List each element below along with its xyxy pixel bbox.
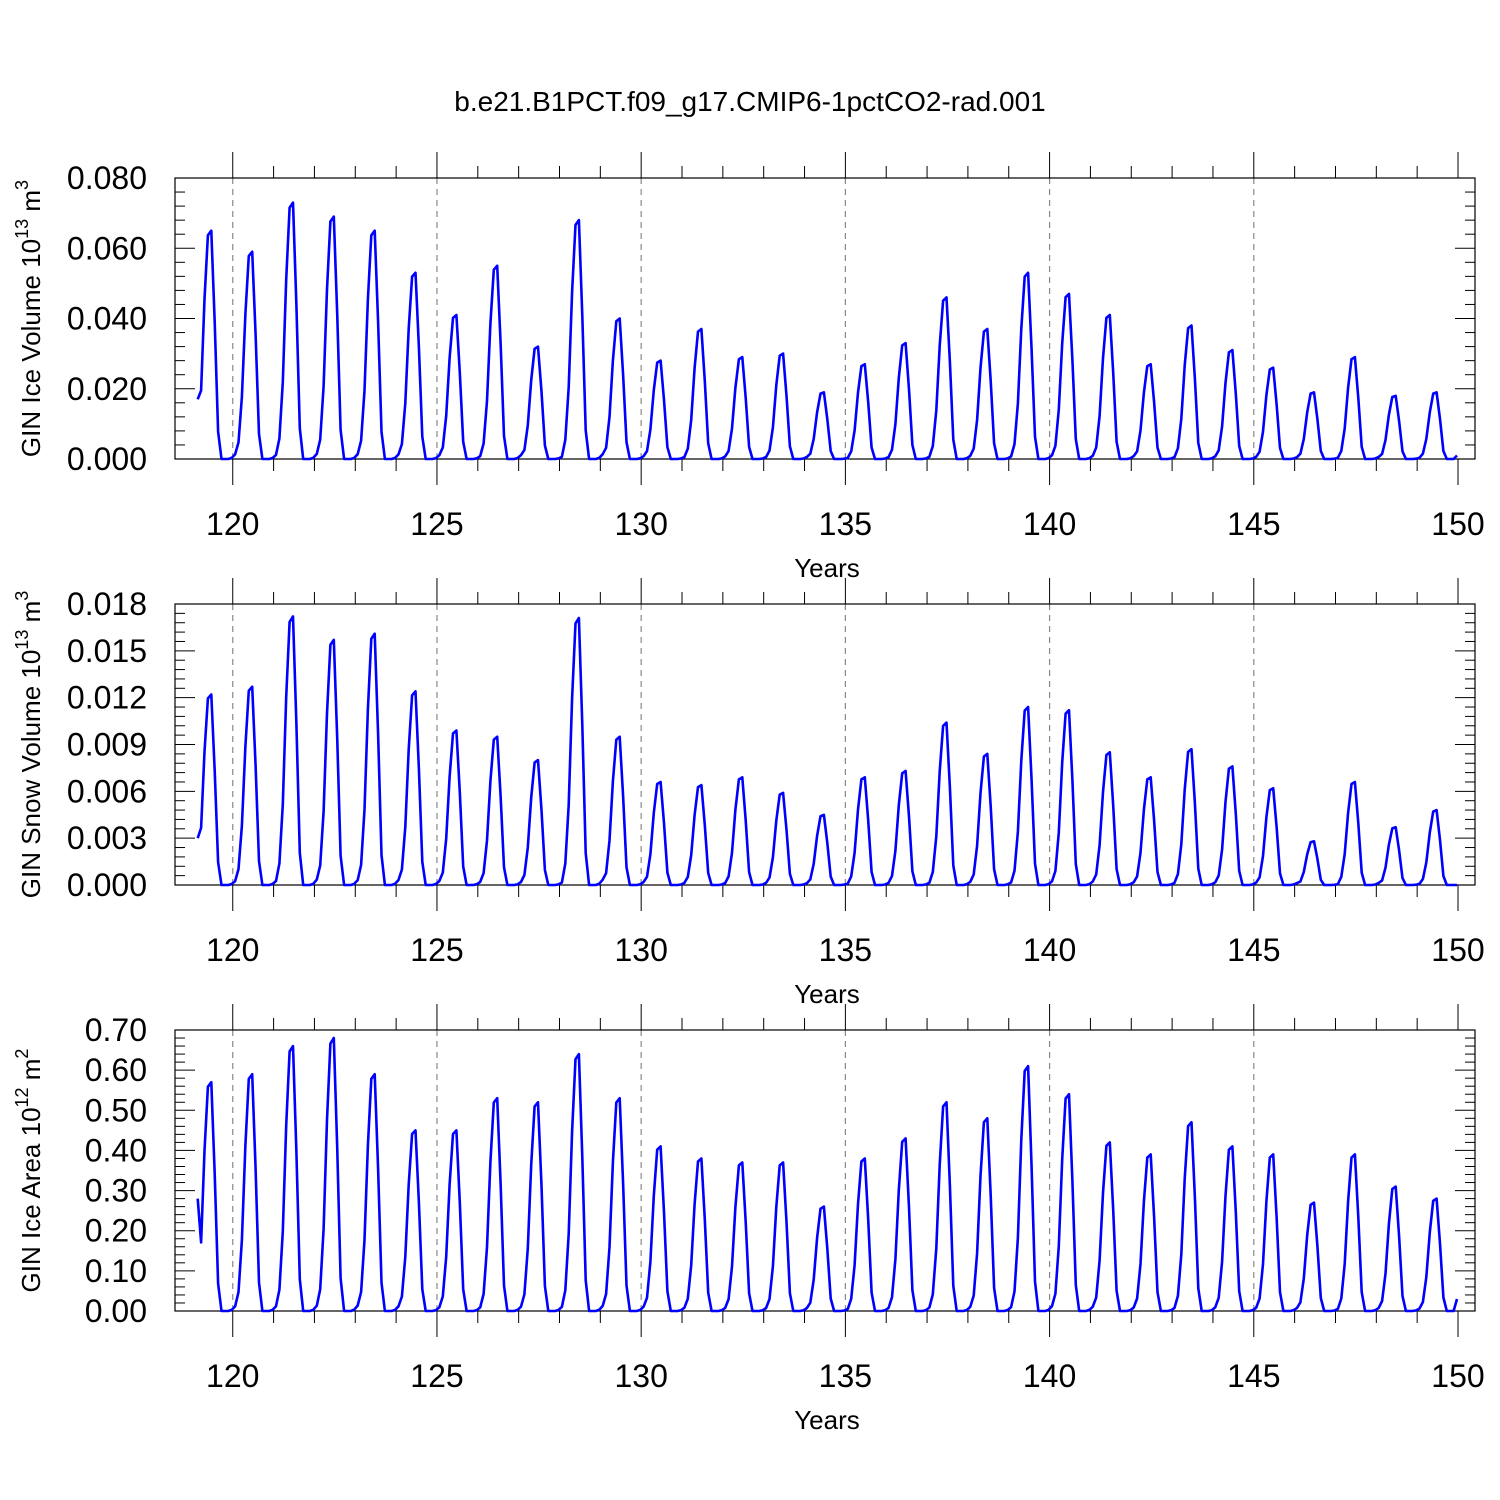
x-tick-label: 140 — [1023, 932, 1076, 968]
y-tick-label: 0.20 — [85, 1213, 147, 1249]
panel-2: 0.000 0.003 0.006 0.009 0.012 0.015 0.018 120 12… — [12, 578, 1485, 1009]
y-tick-label: 0.012 — [67, 680, 147, 716]
x-tick-label: 135 — [819, 932, 872, 968]
x-tick-label: 125 — [410, 932, 463, 968]
y-tick-label: 0.020 — [67, 371, 147, 407]
y-axis-title: GIN Ice Area 1012 m2 — [12, 1049, 46, 1293]
x-tick-label: 120 — [206, 1358, 259, 1394]
y-tick-label: 0.50 — [85, 1092, 147, 1128]
chart-title: b.e21.B1PCT.f09_g17.CMIP6-1pctCO2-rad.00… — [454, 86, 1046, 117]
x-tick-label: 140 — [1023, 506, 1076, 542]
y-tick-label: 0.040 — [67, 301, 147, 337]
x-axis-title: Years — [794, 1405, 860, 1435]
y-tick-label: 0.003 — [67, 820, 147, 856]
x-tick-label: 150 — [1431, 506, 1484, 542]
y-tick-label: 0.00 — [85, 1293, 147, 1329]
x-axis-title: Years — [794, 553, 860, 583]
y-tick-label: 0.015 — [67, 633, 147, 669]
x-tick-label: 145 — [1227, 506, 1280, 542]
plot-frame — [174, 1029, 1476, 1312]
y-tick-label: 0.000 — [67, 867, 147, 903]
y-tick-label: 0.060 — [67, 230, 147, 266]
x-tick-label: 130 — [614, 932, 667, 968]
y-tick-label: 0.70 — [85, 1012, 147, 1048]
y-tick-label: 0.000 — [67, 441, 147, 477]
x-tick-label: 135 — [819, 506, 872, 542]
plot-frame — [174, 177, 1476, 460]
y-tick-label: 0.006 — [67, 773, 147, 809]
x-tick-label: 125 — [410, 1358, 463, 1394]
panel-3: 0.00 0.10 0.20 0.30 0.40 0.50 0.60 0.70 120 125 13… — [12, 1004, 1485, 1435]
x-tick-label: 145 — [1227, 1358, 1280, 1394]
x-tick-label: 140 — [1023, 1358, 1076, 1394]
series-line — [196, 1036, 1459, 1313]
y-tick-label: 0.60 — [85, 1052, 147, 1088]
y-tick-label: 0.018 — [67, 586, 147, 622]
x-tick-label: 150 — [1431, 932, 1484, 968]
series-line — [196, 615, 1457, 887]
y-axis-title: GIN Snow Volume 1013 m3 — [12, 591, 46, 899]
x-tick-label: 145 — [1227, 932, 1280, 968]
x-tick-label: 130 — [614, 506, 667, 542]
y-tick-label: 0.009 — [67, 727, 147, 763]
y-tick-label: 0.30 — [85, 1173, 147, 1209]
x-tick-label: 120 — [206, 932, 259, 968]
x-tick-label: 120 — [206, 506, 259, 542]
series-line — [196, 201, 1458, 461]
y-tick-label: 0.080 — [67, 160, 147, 196]
y-axis-title: GIN Ice Volume 1013 m3 — [12, 180, 46, 457]
y-tick-label: 0.10 — [85, 1253, 147, 1289]
x-tick-label: 150 — [1431, 1358, 1484, 1394]
x-axis-title: Years — [794, 979, 860, 1009]
x-tick-label: 135 — [819, 1358, 872, 1394]
panel-1: 0.000 0.020 0.040 0.060 0.080 120 125 130 135 140… — [12, 152, 1485, 583]
x-tick-label: 125 — [410, 506, 463, 542]
x-tick-label: 130 — [614, 1358, 667, 1394]
y-tick-label: 0.40 — [85, 1132, 147, 1168]
